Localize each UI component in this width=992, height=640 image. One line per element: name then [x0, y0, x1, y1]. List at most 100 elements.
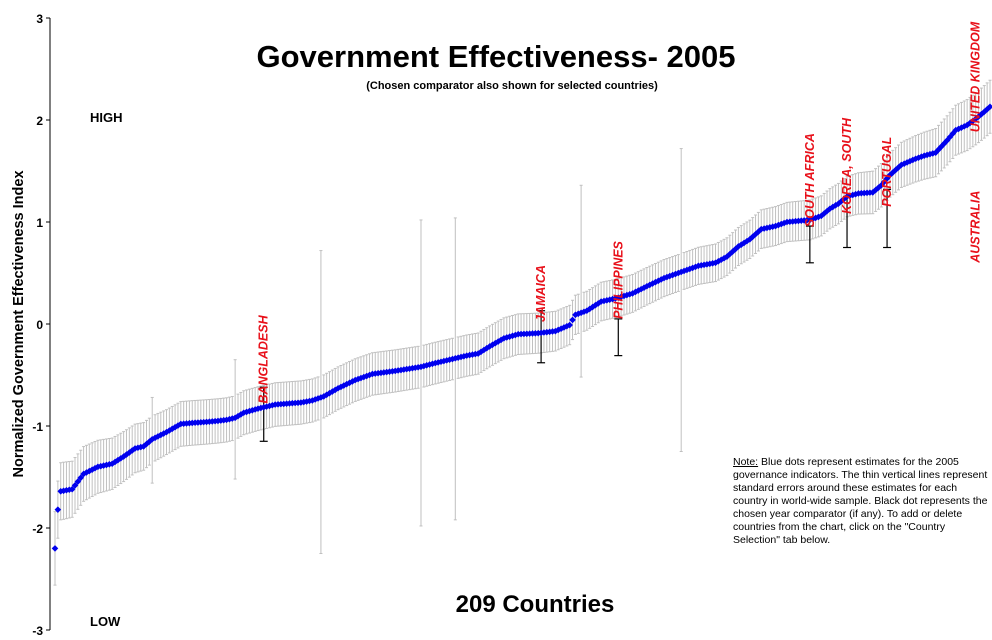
estimate-point: [695, 262, 702, 270]
y-tick-label: 0: [36, 318, 43, 332]
estimate-point: [114, 456, 122, 464]
comparator-bars: [259, 188, 892, 442]
estimate-point: [812, 214, 819, 222]
estimate-point: [411, 364, 419, 372]
estimate-point: [680, 267, 688, 275]
estimate-point: [566, 321, 573, 329]
estimate-point: [51, 545, 59, 552]
estimate-point: [148, 435, 156, 443]
estimate-point: [443, 357, 451, 364]
estimate-point: [489, 341, 496, 349]
estimate-point: [483, 344, 491, 352]
estimate-point: [54, 506, 62, 513]
y-tick-label: -3: [32, 624, 43, 635]
estimate-point: [672, 270, 679, 278]
country-label: BANGLADESH: [257, 314, 271, 403]
estimate-point: [869, 189, 877, 196]
estimate-point: [454, 354, 462, 361]
estimate-point: [157, 431, 165, 439]
estimate-point: [174, 422, 182, 429]
country-label: UNITED KINGDOM: [969, 21, 983, 132]
estimate-point: [329, 388, 336, 395]
estimate-point: [409, 364, 416, 372]
estimate-point: [752, 230, 759, 238]
estimate-point: [832, 202, 839, 209]
estimate-point: [657, 276, 665, 283]
estimate-point: [958, 124, 965, 131]
estimate-point: [840, 195, 848, 203]
estimate-point: [423, 362, 431, 369]
estimate-point: [506, 333, 513, 340]
estimate-point: [635, 287, 642, 294]
y-tick-label: 3: [36, 12, 43, 26]
estimate-point: [357, 374, 365, 382]
estimate-point: [63, 486, 70, 494]
estimate-point: [151, 434, 159, 442]
estimate-point: [494, 338, 502, 345]
estimate-point: [351, 376, 359, 384]
estimate-point: [737, 241, 745, 248]
estimate-point: [414, 363, 422, 371]
estimate-point: [363, 372, 370, 380]
country-label: JAMAICA: [534, 265, 548, 322]
note-text: Blue dots represent estimates for the 20…: [733, 456, 988, 546]
estimate-point: [337, 383, 345, 391]
estimate-point: [592, 301, 599, 309]
estimate-point: [629, 290, 636, 297]
estimate-point: [128, 447, 136, 454]
estimate-point: [563, 322, 571, 330]
estimate-point: [237, 411, 245, 418]
estimate-point: [554, 326, 562, 334]
estimate-point: [140, 443, 147, 450]
estimate-point: [431, 359, 439, 367]
estimate-point: [643, 282, 651, 290]
estimate-point: [474, 350, 482, 357]
country-label: AUSTRALIA: [969, 191, 983, 264]
estimate-point: [343, 380, 350, 388]
estimate-point: [146, 438, 153, 445]
estimate-point: [349, 378, 356, 385]
estimate-point: [429, 360, 436, 368]
estimate-point: [883, 175, 891, 182]
estimate-point: [623, 291, 631, 299]
estimate-point: [477, 348, 485, 356]
y-tick-label: -1: [32, 420, 43, 434]
estimate-point: [938, 143, 945, 150]
estimate-point: [943, 137, 951, 144]
estimate-point: [649, 280, 656, 287]
estimate-point: [614, 294, 622, 301]
estimate-point: [394, 367, 402, 374]
x-axis-title: 209 Countries: [456, 591, 615, 618]
estimate-point: [117, 455, 125, 462]
estimate-point: [131, 445, 139, 452]
estimate-point: [251, 406, 259, 413]
estimate-point: [469, 351, 476, 358]
y-tick-label: 1: [36, 216, 43, 230]
estimate-point: [500, 334, 508, 342]
estimate-point: [780, 219, 788, 227]
country-label: SOUTH AFRICA: [803, 133, 817, 227]
estimate-point: [77, 474, 85, 482]
estimate-point: [303, 398, 310, 405]
estimate-point: [306, 397, 313, 405]
chart-subtitle: (Chosen comparator also shown for select…: [366, 80, 658, 92]
estimate-point: [457, 353, 465, 361]
high-label: HIGH: [90, 110, 123, 125]
estimate-point: [391, 367, 399, 375]
estimate-point: [920, 152, 928, 159]
estimate-point: [420, 362, 428, 370]
estimate-point: [898, 161, 905, 169]
estimate-point: [892, 166, 899, 174]
estimate-point: [620, 292, 628, 300]
estimate-point: [926, 150, 934, 158]
estimate-point: [760, 225, 768, 232]
estimate-point: [709, 260, 716, 267]
estimate-point: [346, 379, 353, 387]
estimate-point: [700, 261, 708, 269]
y-axis: 3 2 1 0 -1 -2 -3: [32, 12, 51, 638]
estimate-point: [243, 408, 250, 416]
y-tick-label: -2: [32, 522, 43, 536]
estimate-point: [269, 401, 276, 409]
